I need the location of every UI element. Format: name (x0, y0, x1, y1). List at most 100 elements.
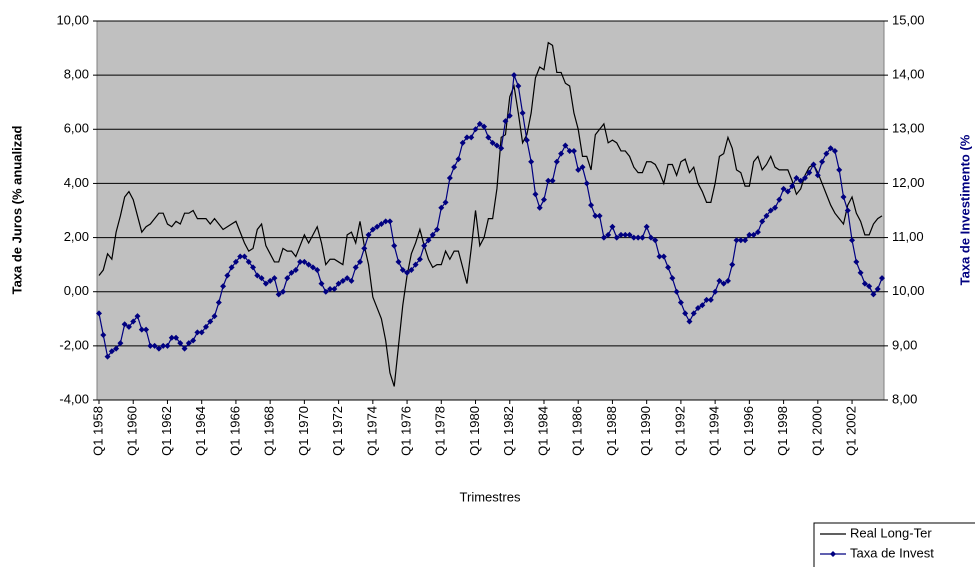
data-point (399, 267, 406, 274)
data-point (228, 264, 235, 271)
data-point (656, 253, 663, 260)
data-point (519, 110, 526, 117)
data-point (288, 269, 295, 276)
data-point (207, 318, 214, 325)
data-point (489, 139, 496, 146)
data-point (789, 183, 796, 190)
x-tick-label: Q1 1968 (262, 406, 277, 456)
data-point (202, 323, 209, 330)
data-point (592, 212, 599, 219)
data-point (220, 283, 227, 290)
data-point (476, 120, 483, 127)
data-point (724, 277, 731, 284)
x-tick-label: Q1 1972 (330, 406, 345, 456)
data-point (857, 269, 864, 276)
data-point (421, 242, 428, 249)
y2-tick-label: 14,00 (892, 67, 925, 82)
x-tick-label: Q1 1998 (775, 406, 790, 456)
y2-tick-label: 12,00 (892, 175, 925, 190)
data-point (408, 267, 415, 274)
data-point (763, 212, 770, 219)
data-point (468, 134, 475, 141)
data-point (271, 275, 278, 282)
data-point (866, 283, 873, 290)
data-point (160, 342, 167, 349)
data-point (618, 231, 624, 238)
data-point (121, 321, 128, 328)
plot-area (96, 20, 885, 401)
data-point (677, 299, 684, 306)
data-point (575, 166, 582, 173)
data-point (339, 277, 346, 284)
data-point (639, 234, 646, 241)
data-point (874, 286, 881, 293)
data-point (434, 226, 441, 233)
y2-tick-label: 8,00 (892, 391, 917, 406)
data-point (502, 118, 509, 125)
data-point (215, 299, 222, 306)
data-point (395, 258, 402, 265)
data-point (772, 204, 779, 211)
x-axis-title: Trimestres (460, 489, 521, 504)
data-point (699, 302, 706, 309)
data-point (348, 277, 355, 284)
data-point (579, 164, 586, 171)
x-tick-label: Q1 1990 (638, 406, 653, 456)
data-point (113, 345, 120, 352)
data-point (305, 261, 312, 268)
data-point (879, 275, 885, 282)
data-point (250, 264, 257, 271)
y-tick-label: 6,00 (64, 121, 89, 136)
data-point (549, 177, 556, 184)
y2-tick-label: 11,00 (892, 229, 924, 244)
x-tick-label: Q1 1994 (707, 406, 722, 456)
data-point (198, 329, 205, 336)
x-tick-label: Q1 1978 (433, 406, 448, 456)
data-point (532, 191, 539, 198)
data-point (540, 196, 547, 203)
data-point (117, 340, 124, 347)
data-point (605, 231, 612, 238)
data-point (134, 313, 141, 320)
data-point (703, 296, 710, 303)
data-point (596, 212, 603, 219)
data-point (553, 158, 560, 165)
data-point (237, 253, 244, 260)
x-tick-label: Q1 1988 (604, 406, 619, 456)
data-point (143, 326, 150, 333)
data-point (643, 223, 650, 230)
data-point (181, 345, 188, 352)
data-point (840, 193, 847, 200)
data-point (754, 229, 761, 236)
data-point (716, 277, 723, 284)
data-point (737, 237, 744, 244)
data-point (211, 313, 218, 320)
data-point (374, 223, 381, 230)
data-point (404, 269, 411, 276)
legend-label: Taxa de Invest (850, 545, 934, 560)
x-tick-label: Q1 1970 (296, 406, 311, 456)
data-point (168, 334, 175, 341)
data-point (130, 318, 137, 325)
legend-label: Real Long-Ter (850, 525, 932, 540)
data-point (793, 175, 800, 182)
data-point (391, 242, 398, 249)
data-point (797, 177, 804, 184)
data-point (849, 237, 856, 244)
data-point (155, 345, 162, 352)
data-point (224, 272, 231, 279)
y2-axis-title: Taxa de Investimento (% (957, 134, 972, 285)
data-point (284, 275, 291, 282)
data-point (767, 207, 774, 214)
data-point (819, 158, 826, 165)
y-tick-label: 10,00 (56, 12, 89, 27)
y-tick-label: -2,00 (59, 337, 89, 352)
data-point (673, 288, 680, 295)
y-tick-label: -4,00 (59, 391, 89, 406)
data-point (386, 218, 393, 225)
data-point (258, 275, 265, 282)
data-point (425, 237, 432, 244)
y2-tick-label: 9,00 (892, 337, 917, 352)
data-point (695, 304, 702, 311)
data-point (177, 340, 184, 347)
